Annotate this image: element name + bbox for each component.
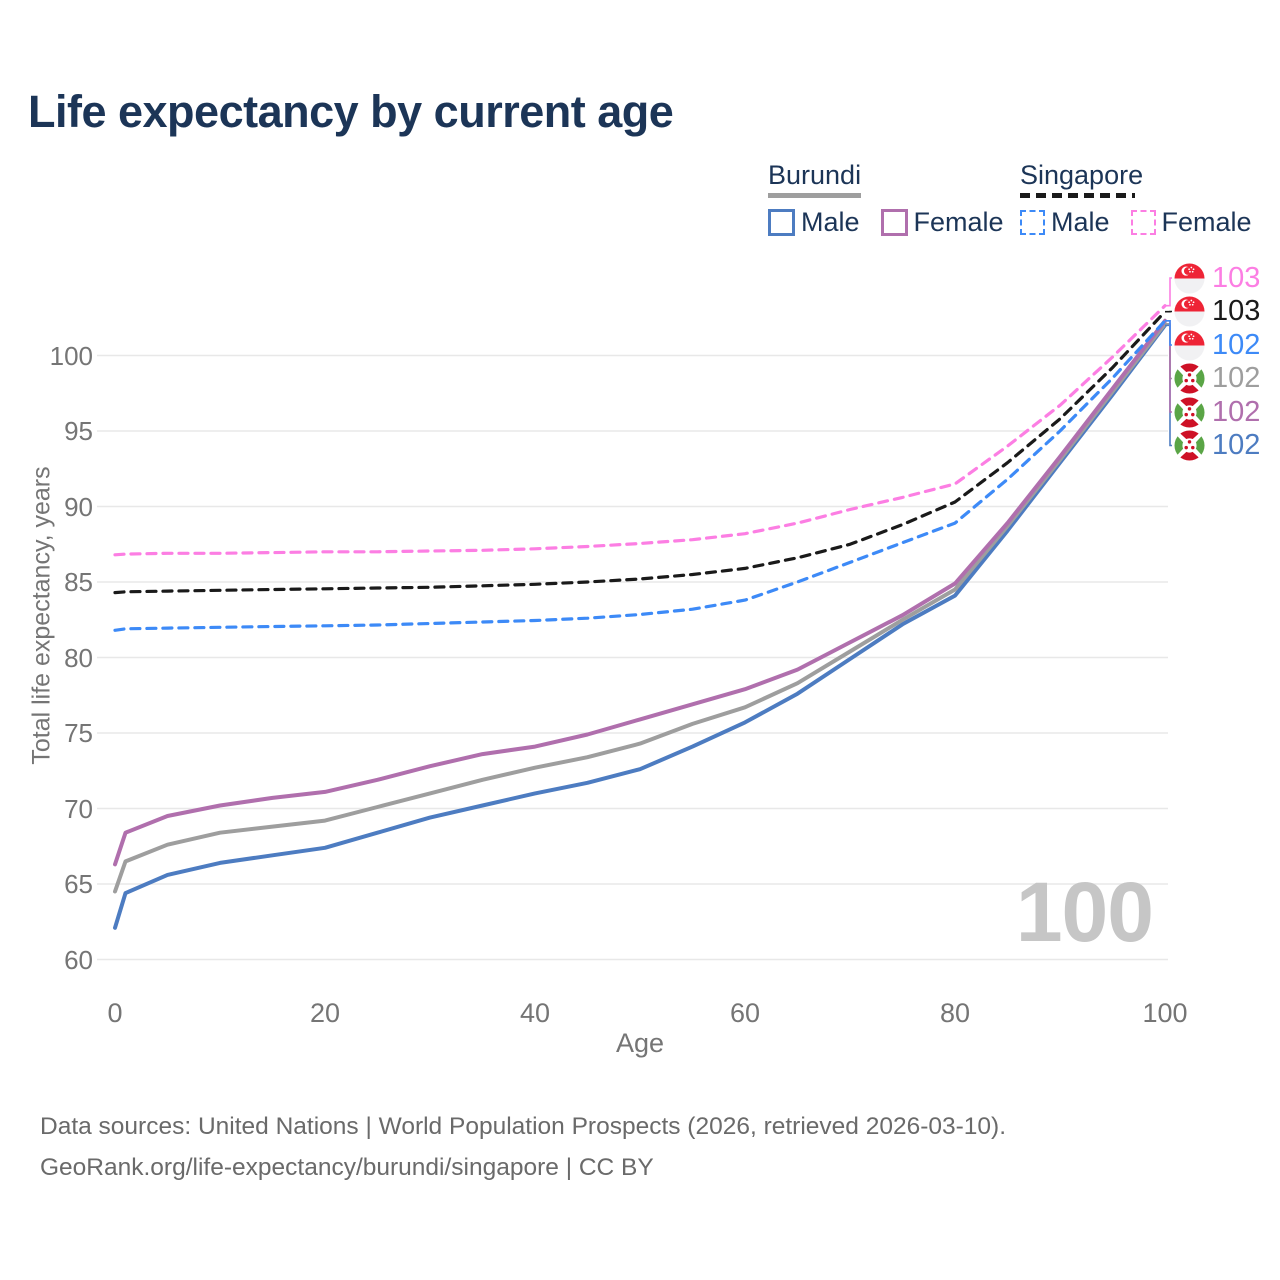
age-counter-watermark: 100 bbox=[1015, 865, 1154, 959]
series-line-burundi_total[interactable] bbox=[113, 321, 1167, 894]
legend-swatch-singapore-male bbox=[1020, 210, 1045, 235]
footer-attribution: GeoRank.org/life-expectancy/burundi/sing… bbox=[40, 1154, 654, 1181]
series-line-burundi_male[interactable] bbox=[113, 323, 1167, 930]
legend-title-singapore[interactable]: Singapore bbox=[1020, 160, 1144, 190]
legend-item-singapore-male[interactable]: Male bbox=[1020, 207, 1110, 238]
end-label-row-burundi_female: 102 bbox=[1174, 396, 1260, 429]
x-tick-label-80: 80 bbox=[939, 998, 971, 1028]
x-tick-label-40: 40 bbox=[519, 998, 551, 1028]
y-tick-label-80: 80 bbox=[64, 642, 93, 673]
y-tick-label-75: 75 bbox=[64, 718, 93, 748]
end-label-connector-burundi_female bbox=[1165, 320, 1172, 413]
burundi-flag-icon bbox=[1174, 363, 1205, 394]
singapore-flag-icon bbox=[1174, 296, 1205, 327]
end-label-row-singapore_female: 103 bbox=[1174, 262, 1260, 295]
legend-label-burundi-male: Male bbox=[801, 207, 860, 237]
end-label-value-burundi_male: 102 bbox=[1212, 429, 1261, 461]
chart-title: Life expectancy by current age bbox=[28, 86, 674, 137]
legend-item-burundi-female[interactable]: Female bbox=[880, 207, 1004, 238]
legend-swatch-burundi-male bbox=[768, 209, 795, 236]
legend-title-burundi[interactable]: Burundi bbox=[768, 160, 862, 190]
legend-items-burundi: Male Female bbox=[768, 207, 1025, 238]
end-label-connector-burundi_total bbox=[1165, 323, 1172, 380]
burundi-flag-icon bbox=[1174, 430, 1205, 461]
end-label-connector-singapore_female bbox=[1165, 277, 1172, 307]
legend-swatch-burundi-female bbox=[880, 209, 908, 236]
end-label-value-singapore_male: 102 bbox=[1212, 328, 1261, 361]
y-tick-label-100: 100 bbox=[49, 340, 93, 371]
x-tick-label-60: 60 bbox=[729, 998, 761, 1028]
series-line-burundi_female[interactable] bbox=[113, 318, 1167, 867]
singapore-flag-icon bbox=[1174, 329, 1205, 361]
y-tick-label-60: 60 bbox=[64, 944, 93, 975]
x-tick-label-20: 20 bbox=[309, 998, 341, 1028]
legend-label-burundi-female: Female bbox=[913, 207, 1004, 237]
x-tick-label-100: 100 bbox=[1142, 998, 1188, 1028]
end-label-row-burundi_male: 102 bbox=[1174, 429, 1260, 462]
legend-items-singapore: Male Female bbox=[1020, 207, 1273, 238]
y-tick-label-65: 65 bbox=[64, 869, 93, 899]
series-line-singapore_female[interactable] bbox=[113, 304, 1167, 557]
footer: Data sources: United Nations | World Pop… bbox=[40, 1106, 1006, 1188]
series-line-singapore_male[interactable] bbox=[113, 319, 1167, 632]
end-label-connector-singapore_male bbox=[1165, 320, 1172, 346]
legend-group-singapore: Singapore Male Female bbox=[1020, 161, 1273, 238]
end-label-value-singapore_female: 103 bbox=[1212, 261, 1261, 294]
legend-group-burundi: Burundi Male Female bbox=[768, 161, 1025, 238]
end-label-row-singapore_male: 102 bbox=[1174, 329, 1260, 362]
end-label-row-burundi_total: 102 bbox=[1174, 362, 1260, 395]
legend-underline-singapore bbox=[1020, 193, 1135, 198]
y-tick-label-70: 70 bbox=[64, 793, 93, 824]
series-line-singapore_total[interactable] bbox=[113, 310, 1167, 595]
y-tick-label-90: 90 bbox=[64, 491, 93, 522]
legend-item-singapore-female[interactable]: Female bbox=[1130, 207, 1252, 238]
y-tick-label-85: 85 bbox=[64, 567, 93, 597]
singapore-flag-icon bbox=[1174, 262, 1205, 294]
legend-item-burundi-male[interactable]: Male bbox=[768, 207, 860, 238]
footer-data-sources: Data sources: United Nations | World Pop… bbox=[40, 1113, 1007, 1140]
end-label-row-singapore_total: 103 bbox=[1174, 295, 1260, 328]
legend-label-singapore-male: Male bbox=[1051, 207, 1110, 237]
legend-underline-burundi bbox=[768, 193, 861, 198]
end-label-connector-burundi_male bbox=[1165, 324, 1172, 447]
burundi-flag-icon bbox=[1174, 396, 1205, 428]
end-label-value-singapore_total: 103 bbox=[1212, 295, 1261, 327]
legend-label-singapore-female: Female bbox=[1161, 207, 1252, 237]
end-label-value-burundi_female: 102 bbox=[1212, 395, 1261, 428]
legend-swatch-singapore-female bbox=[1130, 210, 1156, 235]
y-tick-label-95: 95 bbox=[64, 416, 93, 446]
x-tick-label-0: 0 bbox=[107, 998, 123, 1028]
x-axis-title: Age bbox=[615, 1028, 665, 1058]
end-label-value-burundi_total: 102 bbox=[1212, 362, 1261, 394]
